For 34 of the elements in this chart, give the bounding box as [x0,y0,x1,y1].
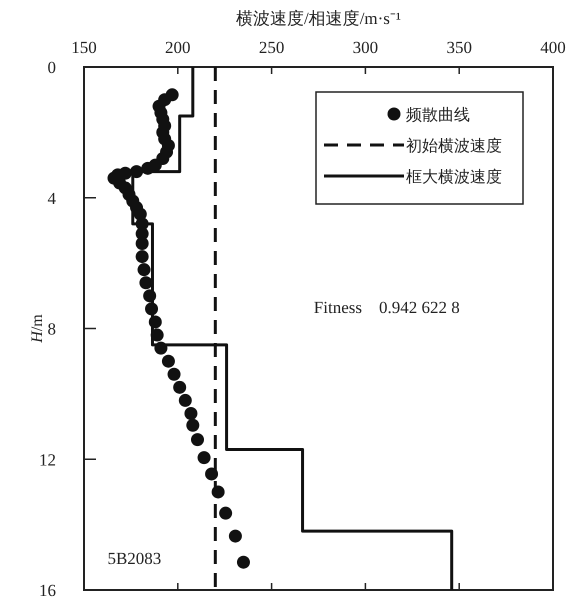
point [198,451,211,464]
point [205,467,218,480]
x-tick-label: 250 [258,38,284,57]
legend-label: 频散曲线 [406,106,470,124]
point [173,380,186,394]
annotation: Fitness 0.942 622 8 [314,298,460,317]
point [136,250,149,264]
x-tick-label: 300 [352,38,378,57]
x-tick-label: 350 [446,38,472,57]
legend-label: 初始横波速度 [406,137,502,155]
y-tick-label: 0 [48,58,56,77]
y-axis-title: H/m [29,314,46,344]
x-tick-label: 400 [540,38,566,57]
point [138,263,151,276]
x-tick-label: 150 [71,38,97,57]
point [191,433,204,446]
point [219,506,232,520]
point [184,406,198,420]
annotation: 5B2083 [107,548,162,568]
point [136,237,149,250]
x-axis-title: 横波速度/相速度/m·s⁻¹ [236,9,402,28]
x-tick-label: 200 [165,38,191,57]
point [139,276,152,290]
point [186,418,200,432]
point [236,556,250,569]
point [228,530,242,543]
point [162,354,175,368]
y-tick-label: 4 [48,188,56,208]
legend-label: 框大横波速度 [406,168,502,186]
point [168,368,181,381]
y-tick-label: 12 [39,450,56,470]
y-tick-label: 16 [39,581,56,600]
point [178,394,192,407]
y-tick-label: 8 [48,320,56,338]
